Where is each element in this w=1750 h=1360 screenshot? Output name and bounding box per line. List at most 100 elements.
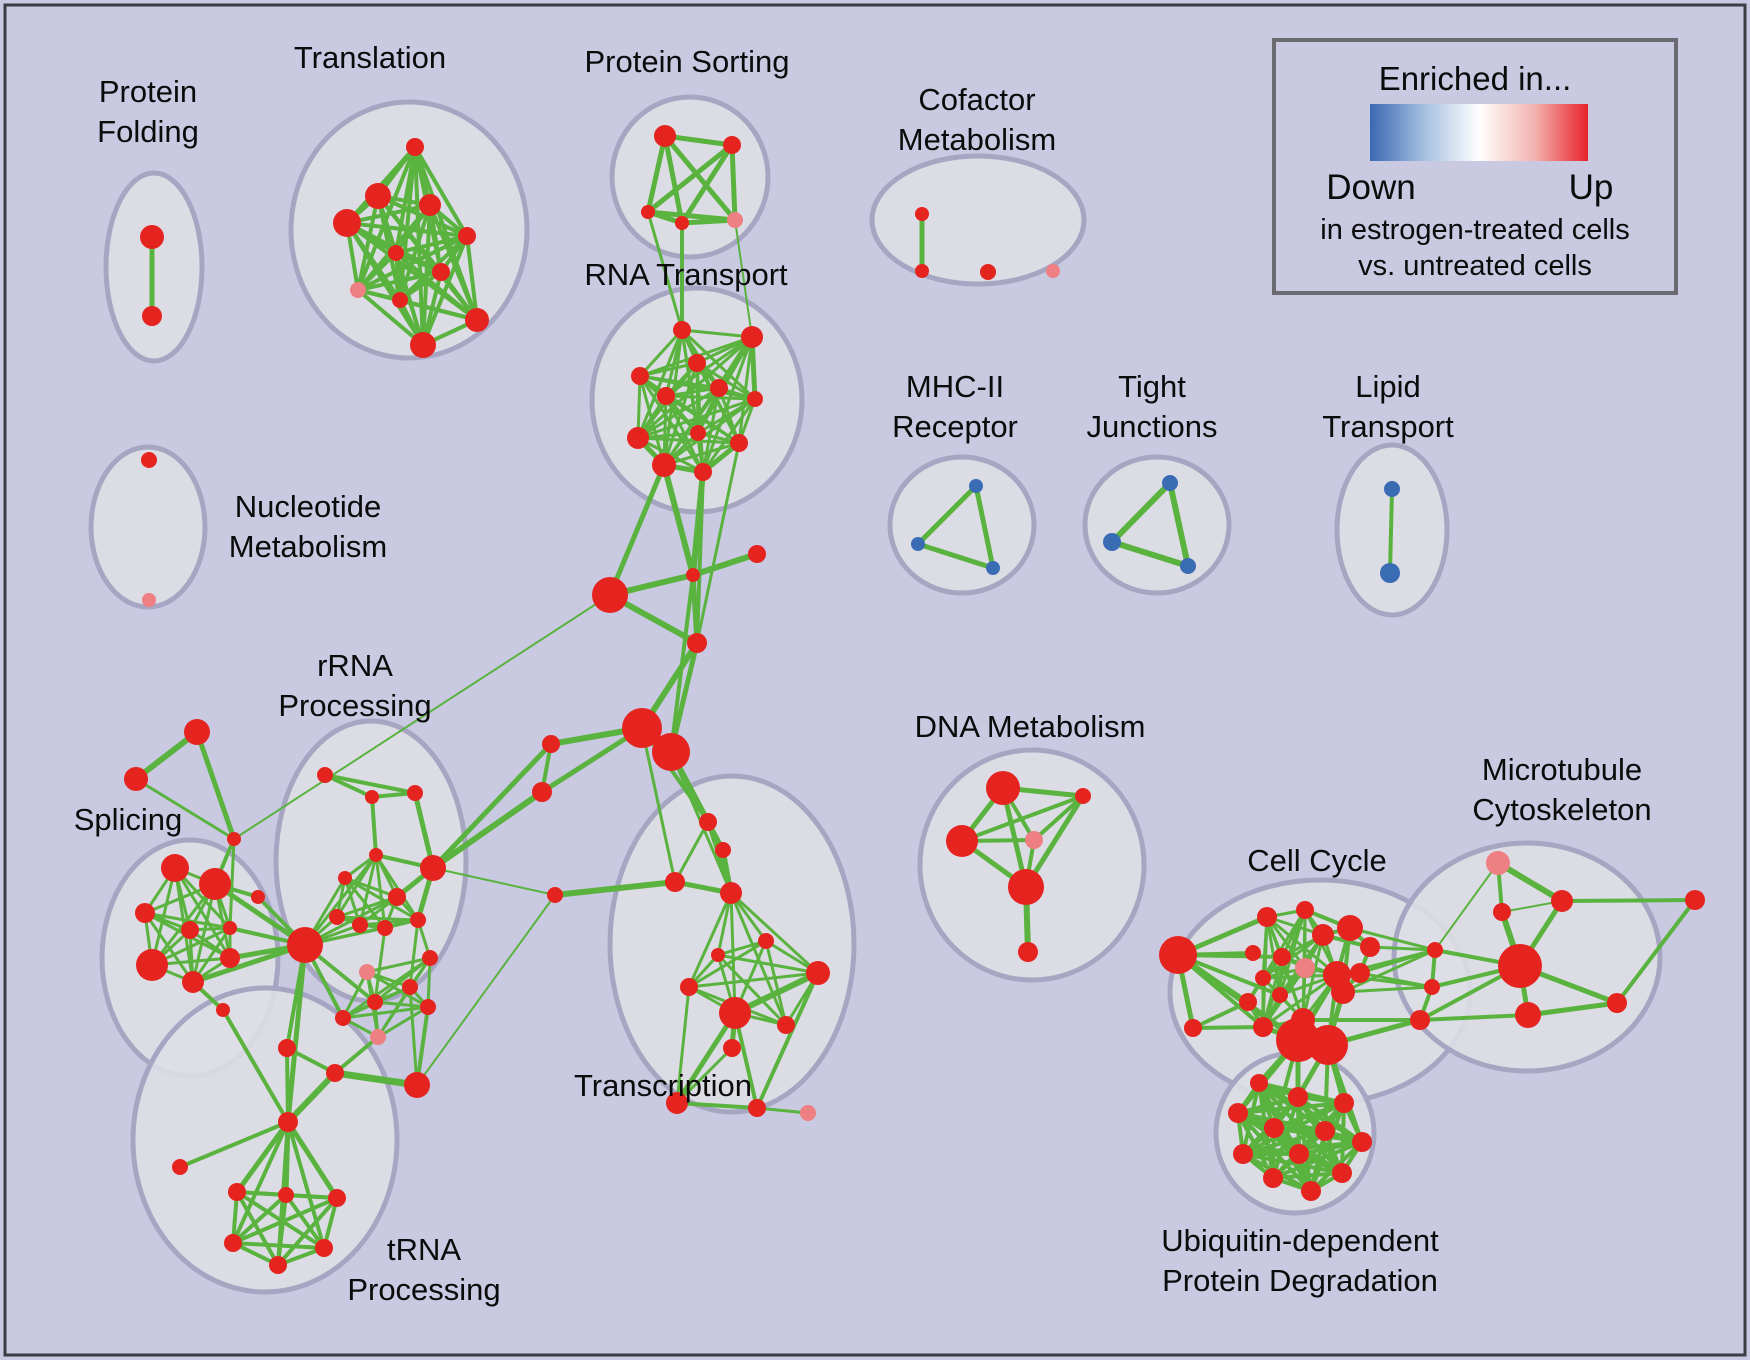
edge-ps2-ps3 [646,143,734,214]
edge-q3-z1 [233,594,611,840]
node-rr8 [329,909,345,925]
node-ps4 [675,216,689,230]
node-z4 [748,545,766,563]
edge-g5-k7 [1369,945,1436,952]
node-g5 [1360,937,1380,957]
edge-ps1-ps2 [664,133,733,148]
edge-rt10-rt11 [663,441,740,467]
node-b12 [1301,1181,1321,1201]
edge-h0-h5 [231,1121,290,1244]
node-h1 [172,1159,188,1175]
edge-rt7-rt11 [663,397,756,467]
edge-rr5-rr7 [344,876,398,899]
node-h5 [224,1234,242,1252]
node-k9 [1410,1010,1430,1030]
node-t8 [350,282,366,298]
cluster-label-lipid-transport: Lipid Transport [1322,369,1454,444]
node-rr2 [365,790,379,804]
node-g2 [1296,901,1314,919]
edge-rr23-rr17 [408,986,419,1086]
node-k10 [1685,890,1705,910]
node-t9 [392,292,408,308]
edge-rr14-rr15 [341,971,369,1019]
edge-t9-t10 [399,298,478,322]
legend-title: Enriched in... [1378,60,1572,97]
node-g12 [1272,987,1288,1003]
edge-mh1-mh2 [916,484,978,546]
edge-b8-b11 [1242,1152,1343,1175]
node-ps2 [723,136,741,154]
edge-rt2-rt12 [701,336,754,473]
node-sp1 [161,854,189,882]
node-tj3 [1180,558,1196,574]
edge-x6-x11 [764,940,788,1026]
node-rr16 [367,994,383,1010]
node-cf4 [1046,264,1060,278]
edge-rr8-rr11 [336,915,419,922]
edge-rt12-z3 [695,471,705,644]
node-mh3 [986,561,1000,575]
node-g3 [1312,924,1334,946]
node-b6 [1315,1121,1335,1141]
node-rr10 [377,920,393,936]
node-x10 [719,997,751,1029]
cluster-label-transcription: Transcription [574,1068,752,1103]
node-q1 [184,719,210,745]
edge-z2-z4 [692,551,758,578]
node-d5 [1008,869,1044,905]
node-g8 [1295,958,1315,978]
node-nm1 [141,452,157,468]
edge-x12-x13 [675,1046,734,1105]
cluster-label-ubiquitin-degradation: Ubiquitin-dependent Protein Degradation [1161,1223,1439,1298]
node-rr4 [369,848,383,862]
node-d1 [986,771,1020,805]
edge-t1-t5 [413,145,469,238]
node-rr14 [335,1010,351,1026]
edge-t8-t11 [356,288,425,347]
node-sp5 [223,921,237,935]
edge-x4-x10 [729,892,737,1014]
cluster-label-protein-folding: Protein Folding [97,74,199,149]
edge-x1-x3 [673,821,710,883]
edge-q2-q3 [135,777,235,841]
node-d4 [1025,831,1043,849]
edge-rr19-rr20 [377,1005,429,1039]
node-x6 [758,933,774,949]
node-t2 [365,183,391,209]
cluster-ellipse-mhc-ii-receptor [887,454,1037,596]
cluster-label-dna-metabolism: DNA Metabolism [915,709,1146,744]
edge-h0-h1 [179,1120,289,1169]
node-g13 [1239,993,1257,1011]
node-t3 [419,194,441,216]
edge-rt7-rt12 [701,398,757,473]
node-ps5 [727,212,743,228]
node-rt4 [631,367,649,385]
node-k1 [1486,851,1510,875]
edge-h4-h7 [276,1196,339,1267]
edge-rr23-x5 [416,894,556,1086]
node-rt9 [627,427,649,449]
edge-tj1-tj3 [1167,482,1191,567]
node-k6 [1607,993,1627,1013]
node-k5 [1515,1002,1541,1028]
node-g16 [1253,1017,1273,1037]
edge-rr15-rr19 [366,970,429,1009]
node-rr13 [251,890,265,904]
node-rr22 [326,1064,344,1082]
edge-z2-z3 [690,574,700,644]
edge-ps5-rt2 [734,219,753,338]
node-rt11 [652,453,676,477]
node-rr19 [420,999,436,1015]
node-sp4 [181,921,199,939]
legend-up-label: Up [1568,168,1614,207]
cluster-ellipse-tight-junctions [1082,454,1232,596]
node-b3 [1334,1093,1354,1113]
edge-h3-h5 [231,1193,288,1245]
node-g11 [1255,970,1271,986]
node-k3 [1493,903,1511,921]
node-rr9 [352,917,368,933]
legend-box: Enriched in... Down Up in estrogen-treat… [1272,38,1678,295]
edge-t5-t10 [465,235,479,321]
node-b2 [1288,1087,1308,1107]
